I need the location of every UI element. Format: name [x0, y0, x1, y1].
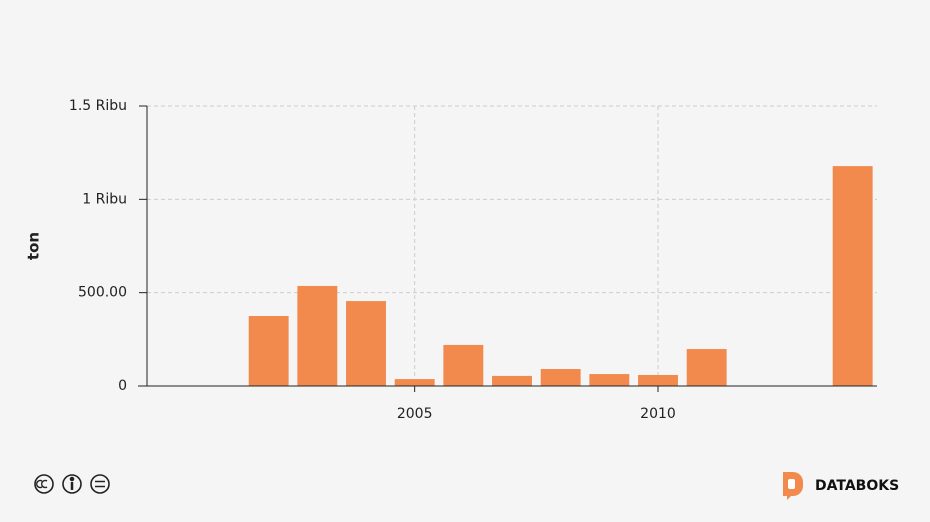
bar: [346, 301, 386, 386]
bar: [297, 285, 338, 386]
brand-name: DATABOKS: [815, 478, 899, 494]
license-icons: [34, 474, 110, 494]
bar: [394, 379, 435, 386]
bar: [832, 166, 873, 386]
y-tick-label: 0: [118, 378, 127, 394]
y-tick-label: 500.00: [78, 285, 127, 301]
y-tick-label: 1 Ribu: [82, 191, 127, 207]
y-axis-label: ton: [25, 232, 43, 260]
bar: [589, 374, 630, 386]
x-tick-label: 2010: [640, 406, 676, 422]
bar: [443, 344, 484, 386]
bar: [540, 369, 581, 386]
bar: [248, 316, 289, 386]
x-tick-label: 2005: [397, 406, 433, 422]
bar: [638, 374, 678, 386]
bar: [686, 349, 727, 386]
y-tick-label: 1.5 Ribu: [69, 98, 127, 114]
brand-logo: [783, 472, 803, 500]
bar: [492, 375, 532, 386]
